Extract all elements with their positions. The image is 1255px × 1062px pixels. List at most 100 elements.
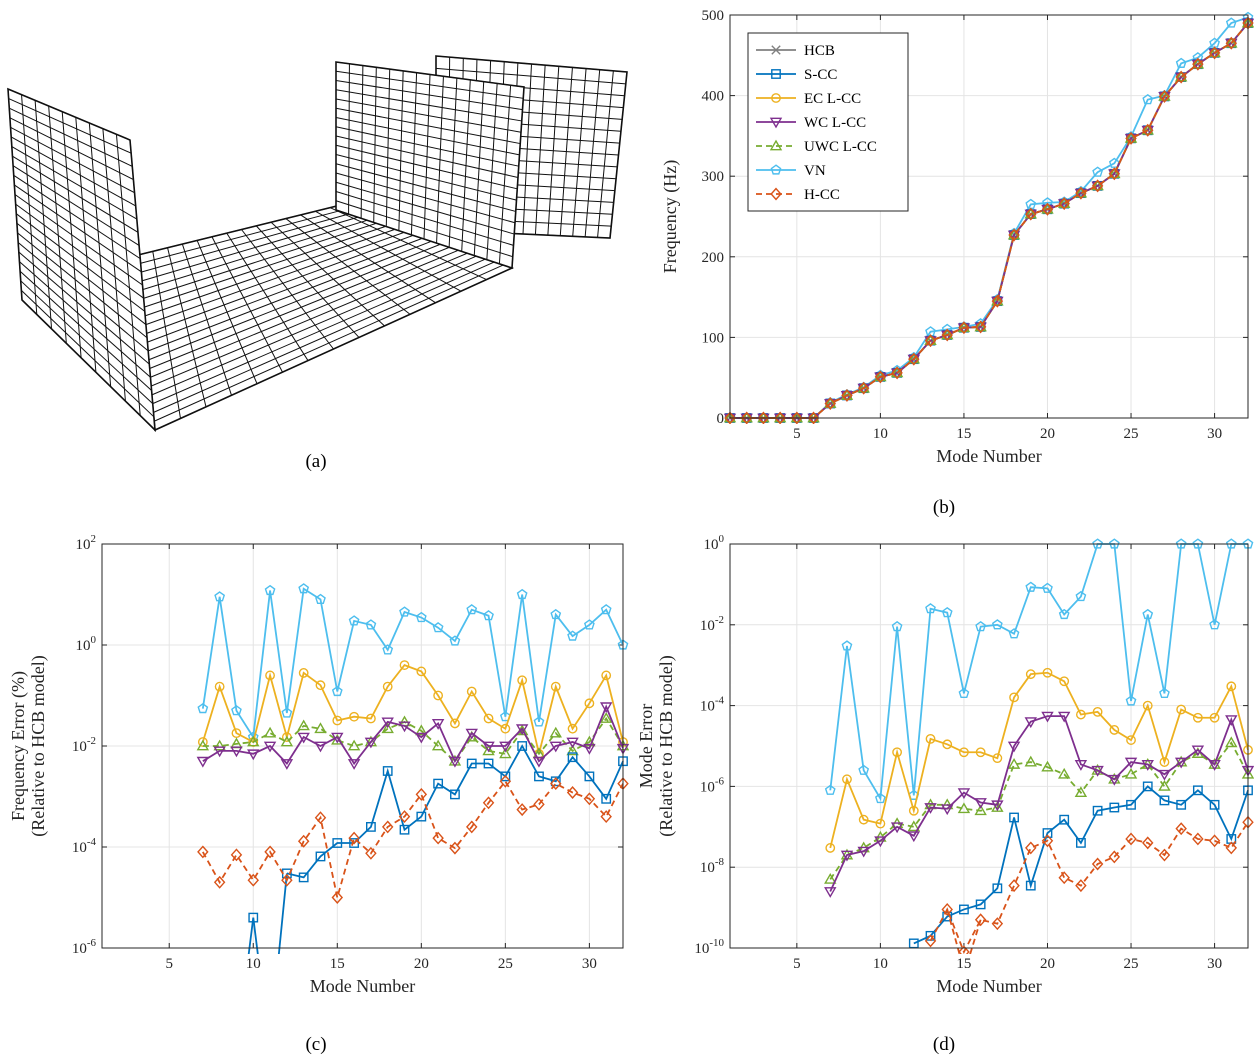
data-point (315, 680, 326, 691)
data-point (416, 666, 427, 677)
data-point (500, 771, 511, 782)
series-s-cc (247, 741, 628, 954)
legend-label: H-CC (804, 187, 840, 203)
legend-marker (770, 187, 782, 201)
data-point (841, 640, 853, 651)
data-point (1192, 785, 1203, 796)
x-axis-label: Mode Number (310, 976, 415, 996)
data-point (825, 843, 836, 853)
data-point (549, 726, 562, 738)
data-point (280, 759, 294, 770)
floor-gridline (142, 222, 396, 308)
data-point (364, 737, 378, 749)
middle-wall-gridline (335, 126, 519, 167)
middle-wall-gridline (335, 154, 517, 201)
data-point (1008, 228, 1020, 242)
data-point (214, 681, 225, 692)
data-point (875, 818, 886, 829)
x-tick-label: 15 (956, 426, 971, 442)
y-tick-label: 102 (76, 533, 97, 553)
data-point (1057, 711, 1071, 723)
data-point (398, 810, 411, 824)
data-point (398, 721, 411, 733)
data-point (1059, 676, 1070, 687)
data-point (874, 370, 887, 384)
left-wall-gridline (10, 126, 135, 194)
data-point (1007, 741, 1021, 753)
series-line (201, 664, 624, 755)
data-point (874, 836, 887, 848)
back-wall-gridline (435, 67, 626, 85)
middle-wall-gridline (335, 107, 521, 145)
x-axis-label: Mode Number (936, 976, 1041, 996)
series-vn (824, 538, 1254, 804)
floor-gridline (145, 232, 421, 335)
series-h-cc (197, 774, 629, 904)
data-point (416, 811, 427, 822)
data-point (1041, 760, 1054, 772)
data-point (381, 820, 394, 834)
data-point (1158, 779, 1171, 791)
data-point (1076, 837, 1086, 848)
legend-item: WC L-CC (756, 115, 866, 131)
data-point (449, 841, 461, 855)
data-point (1075, 186, 1087, 200)
series-ec-l-cc (825, 667, 1253, 853)
data-point (1159, 757, 1170, 767)
data-point (891, 620, 903, 632)
data-point (1024, 717, 1037, 729)
y-tick-label: 10-4 (72, 836, 97, 856)
left-wall-gridline (21, 290, 155, 418)
floor-gridline (154, 267, 513, 431)
series-wc-l-cc (196, 702, 629, 770)
data-point (908, 352, 920, 366)
data-point (532, 756, 546, 768)
data-point (1175, 822, 1187, 836)
left-wall-gridline (8, 98, 132, 154)
data-point (941, 804, 954, 816)
data-point (1008, 879, 1020, 893)
data-point (533, 716, 545, 727)
data-point (1192, 832, 1204, 846)
data-point (583, 792, 596, 806)
middle-wall-gridline (335, 89, 522, 122)
data-point (824, 784, 836, 795)
data-point (599, 702, 613, 714)
data-point (599, 712, 613, 723)
data-point (415, 732, 428, 744)
data-point (1075, 590, 1087, 602)
data-point (991, 294, 1004, 308)
data-point (1141, 123, 1154, 135)
data-point (1025, 581, 1037, 592)
floor-gridline (146, 235, 429, 343)
series-line (201, 587, 624, 740)
data-point (566, 786, 579, 799)
data-point (433, 778, 444, 789)
legend-marker (769, 139, 783, 151)
data-point (1007, 758, 1021, 769)
data-point (1091, 765, 1104, 777)
data-point (1024, 755, 1037, 767)
data-point (991, 294, 1004, 306)
data-point (516, 588, 528, 600)
data-point (366, 713, 376, 724)
data-point (1192, 52, 1204, 63)
data-point (298, 872, 309, 883)
data-point (925, 603, 936, 614)
y-tick-label: 10-4 (700, 695, 725, 715)
y-tick-label: 10-2 (700, 614, 724, 634)
data-point (1208, 46, 1221, 60)
data-point (500, 723, 511, 734)
data-point (1041, 711, 1054, 723)
data-point (858, 814, 869, 825)
series-line (202, 704, 624, 766)
data-point (1192, 712, 1203, 723)
floor-gridline (140, 213, 371, 282)
data-point (601, 793, 612, 804)
data-point (381, 722, 394, 734)
data-point (959, 904, 969, 915)
left-wall-gridline (9, 107, 133, 167)
data-point (890, 366, 904, 378)
data-point (857, 381, 870, 395)
data-point (1175, 538, 1187, 549)
